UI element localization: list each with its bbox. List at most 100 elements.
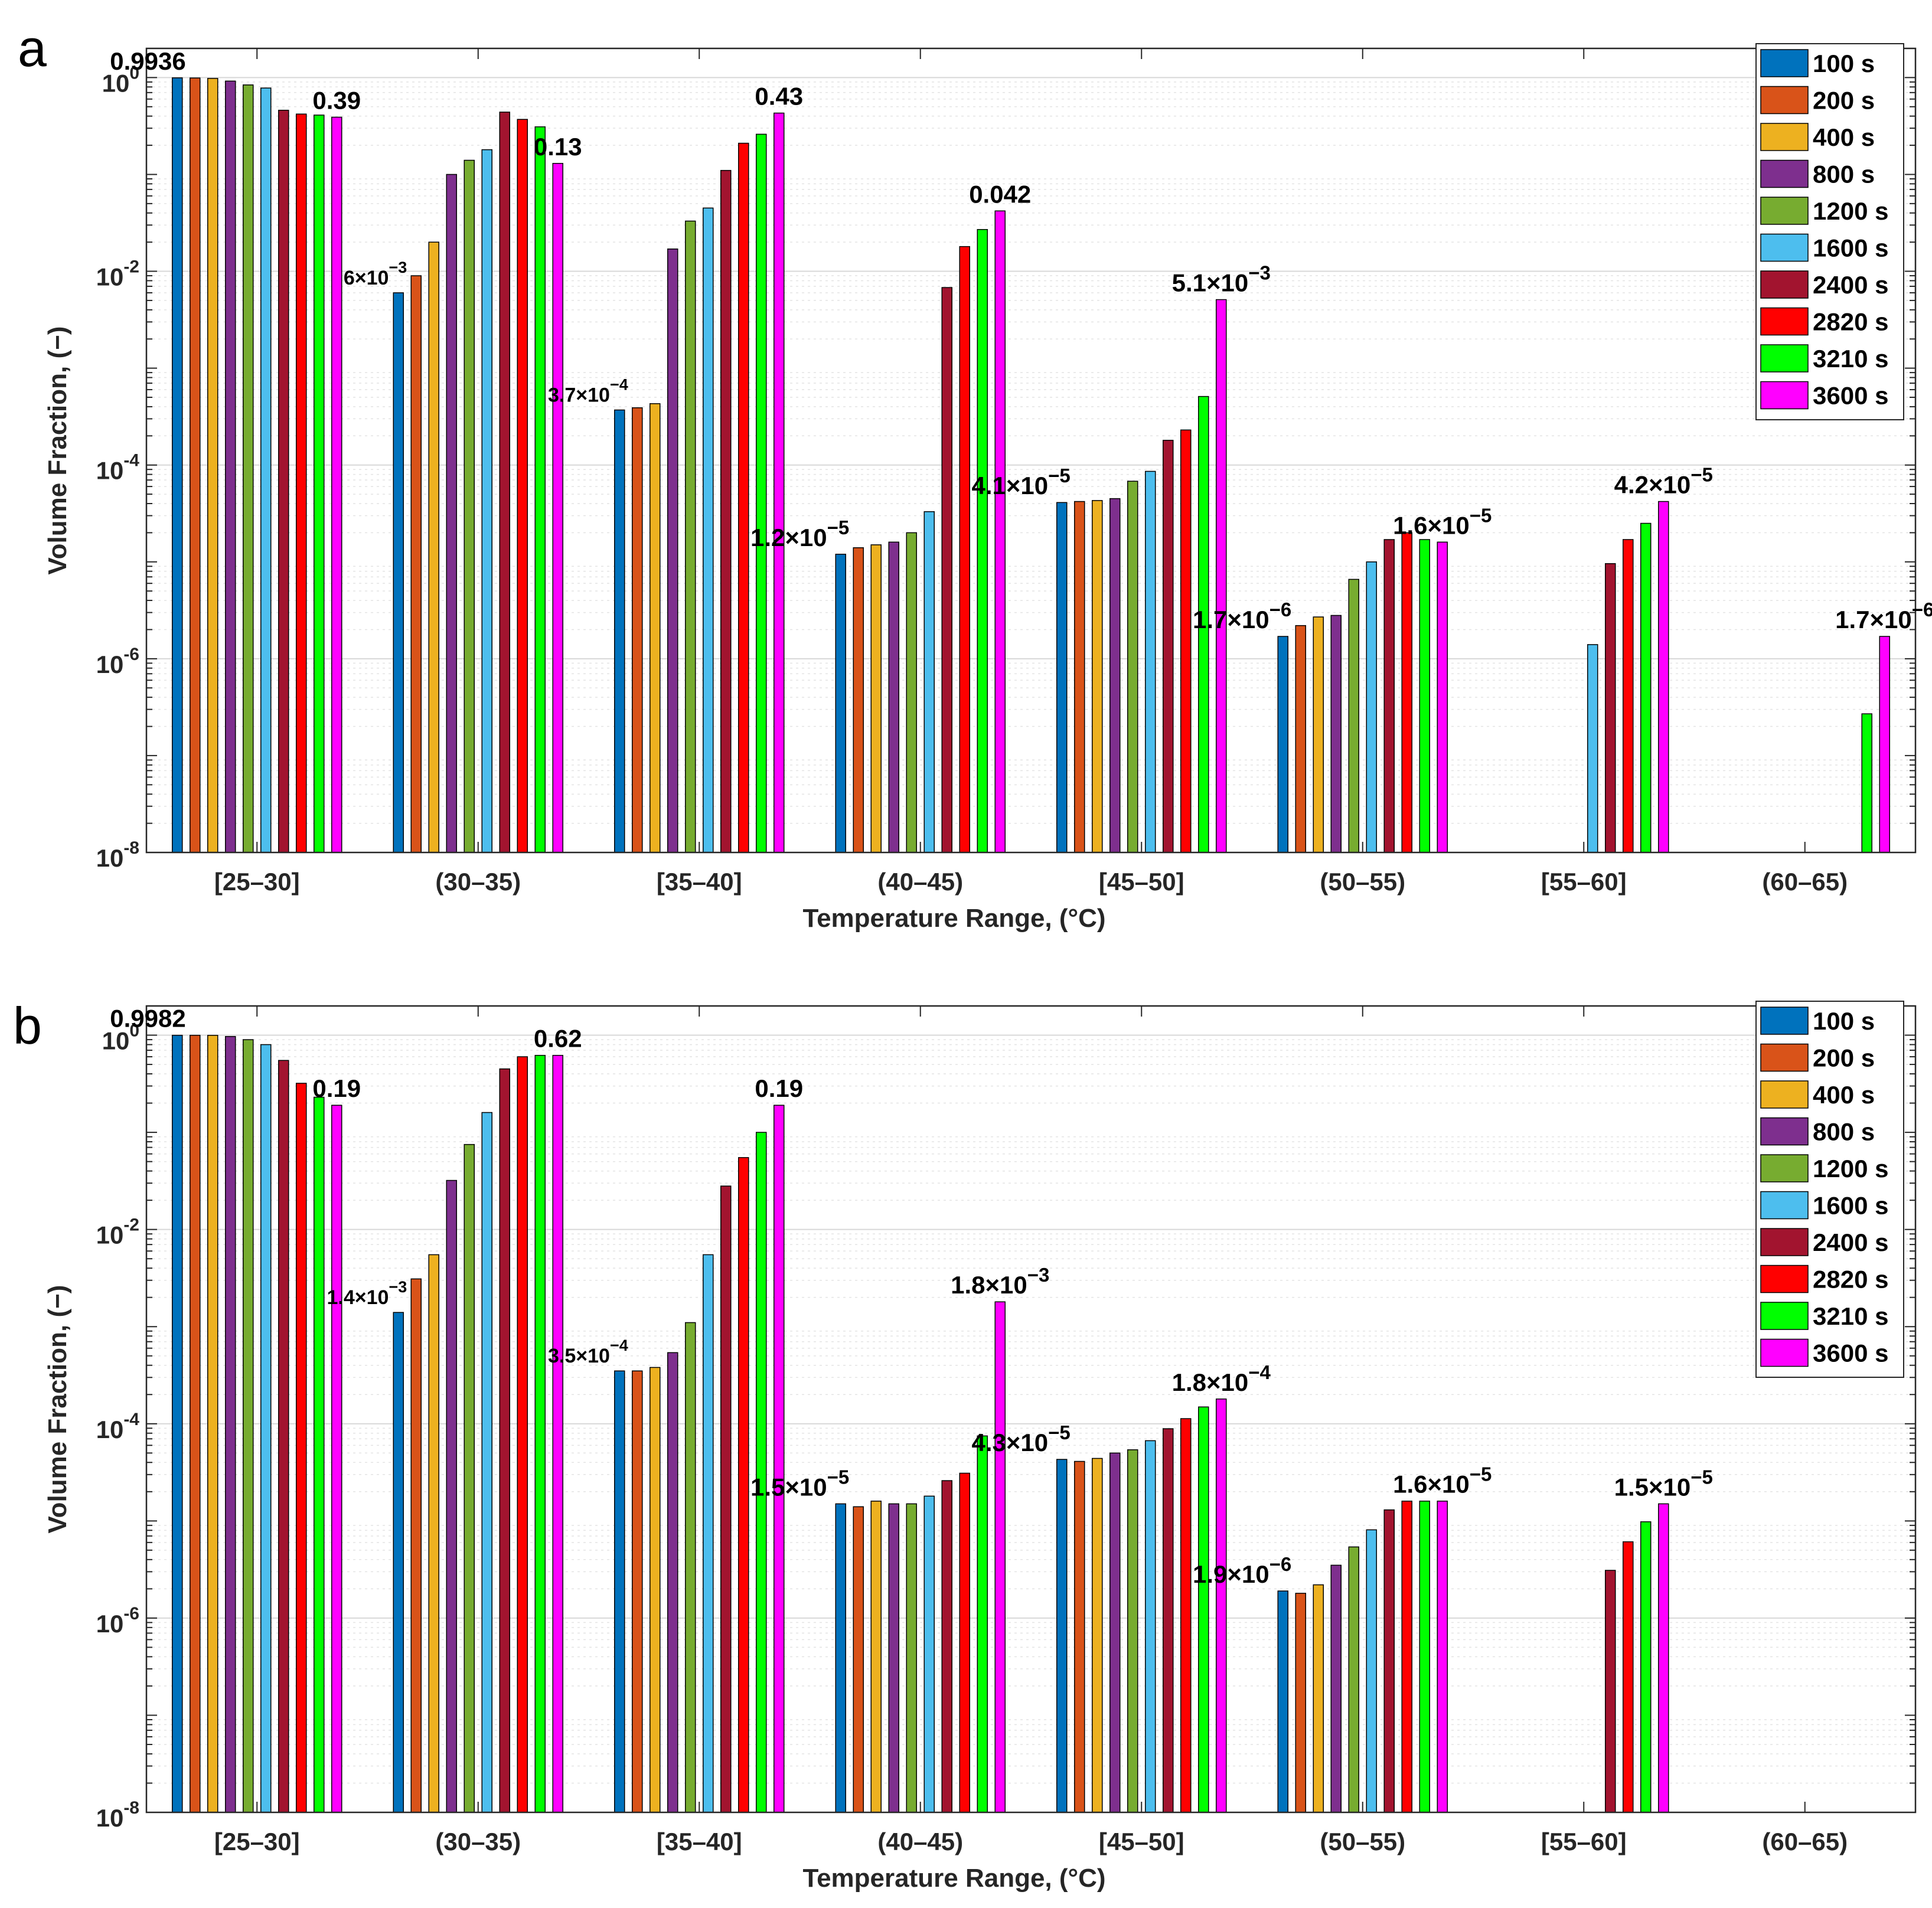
x-tick-label: [25–30] [214, 868, 300, 896]
bar-2400s-6 [1605, 1570, 1616, 1813]
x-tick-label: [35–40] [657, 1828, 742, 1855]
bar-1600s-3 [923, 1495, 935, 1813]
bar-2820s-3 [959, 246, 970, 853]
legend-swatch [1760, 1191, 1809, 1220]
bar-800s-1 [446, 174, 457, 853]
y-axis-label: Volume Fraction, (−) [43, 326, 72, 575]
bar-400s-5 [1313, 1584, 1324, 1813]
bar-200s-1 [410, 1278, 422, 1813]
bar-400s-3 [870, 544, 882, 853]
x-axis-label: Temperature Range, (°C) [802, 904, 1105, 933]
bar-3210s-2 [756, 133, 767, 853]
legend-swatch [1760, 344, 1809, 373]
bar-2400s-1 [499, 1068, 510, 1813]
data-label: 4.1×10−5 [971, 465, 1070, 499]
bar-1600s-4 [1145, 1440, 1156, 1813]
bar-100s-3 [835, 554, 846, 853]
data-label: 0.19 [755, 1074, 803, 1102]
axes-frame [145, 1005, 1917, 1814]
bar-2820s-5 [1401, 532, 1412, 853]
legend-label: 2820 s [1813, 308, 1888, 336]
bar-100s-4 [1056, 502, 1068, 853]
bar-1200s-4 [1127, 481, 1138, 853]
bar-3600s-5 [1437, 1500, 1448, 1813]
y-tick-label: 10-6 [96, 1604, 139, 1638]
bar-400s-0 [207, 1035, 218, 1813]
bar-800s-3 [888, 541, 899, 853]
bar-3600s-6 [1658, 501, 1669, 853]
x-tick-label: (30–35) [435, 1828, 521, 1855]
y-tick-label: 10-2 [96, 1216, 139, 1249]
bar-2820s-2 [738, 142, 749, 853]
panel-b: b 10-8 10-6 10-4 10-2 100 [25–30] (30–35) [35–40… [13, 997, 1917, 1893]
bar-100s-4 [1056, 1459, 1068, 1813]
bar-2400s-3 [941, 1480, 952, 1813]
bar-3210s-0 [314, 1096, 325, 1813]
data-label: 1.8×10−4 [1172, 1361, 1271, 1396]
legend-swatch [1760, 233, 1809, 262]
bar-2400s-5 [1383, 539, 1395, 853]
bar-400s-1 [428, 1254, 439, 1813]
plot-area [146, 1006, 1915, 1812]
bar-1600s-5 [1366, 561, 1377, 853]
x-tick-label: (60–65) [1762, 1828, 1848, 1855]
panel-letter: a [18, 19, 47, 77]
x-tick-label: [25–30] [214, 1828, 300, 1855]
bar-2400s-5 [1383, 1509, 1395, 1813]
data-label: 5.1×10−3 [1172, 262, 1271, 297]
x-tick-label: [55–60] [1541, 1828, 1627, 1855]
bar-2400s-2 [720, 1185, 732, 1813]
bar-3210s-5 [1419, 539, 1430, 853]
bar-2400s-2 [720, 169, 732, 853]
data-label: 0.19 [312, 1074, 361, 1102]
legend-label: 1200 s [1813, 1155, 1888, 1182]
bar-1200s-1 [464, 1144, 475, 1813]
data-label: 1.2×10−5 [750, 517, 849, 551]
data-label: 1.9×10−6 [1193, 1553, 1291, 1588]
bar-400s-1 [428, 241, 439, 853]
bar-3600s-3 [994, 1301, 1006, 1813]
bar-800s-2 [667, 1352, 678, 1813]
bar-2820s-0 [296, 113, 307, 853]
bar-100s-5 [1277, 636, 1288, 853]
bar-1600s-4 [1145, 471, 1156, 853]
bar-2820s-6 [1623, 1541, 1634, 1813]
bar-400s-4 [1092, 500, 1103, 853]
y-tick-label: 100 [102, 1021, 139, 1055]
bar-100s-0 [172, 1034, 183, 1813]
bar-100s-1 [393, 292, 404, 853]
legend-swatch [1760, 1043, 1809, 1072]
bar-800s-1 [446, 1180, 457, 1813]
y-tick-label: 10-6 [96, 645, 139, 678]
bar-3210s-6 [1640, 1521, 1652, 1813]
bar-3210s-3 [977, 1435, 988, 1813]
axes-frame [145, 47, 1917, 854]
bar-800s-2 [667, 248, 678, 853]
bar-100s-1 [393, 1312, 404, 1813]
legend-label: 200 s [1813, 1044, 1875, 1072]
bar-2400s-0 [278, 109, 289, 853]
bar-200s-0 [190, 1034, 201, 1813]
bar-800s-5 [1330, 1564, 1342, 1813]
bar-2820s-0 [296, 1083, 307, 1813]
legend-swatch [1760, 1154, 1809, 1182]
y-tick-marks [146, 1005, 1915, 1813]
legend-label: 400 s [1813, 123, 1875, 151]
bar-3600s-1 [552, 163, 563, 853]
bar-400s-4 [1092, 1458, 1103, 1813]
data-label: 1.5×10−5 [750, 1466, 849, 1501]
x-tick-label: [45–50] [1099, 868, 1184, 896]
legend-label: 800 s [1813, 1118, 1875, 1146]
bar-2400s-3 [941, 287, 952, 853]
y-axis-label: Volume Fraction, (−) [43, 1285, 72, 1534]
bar-2820s-1 [517, 1056, 528, 1813]
x-tick-label: (60–65) [1762, 868, 1848, 896]
bar-200s-3 [853, 1506, 864, 1813]
y-tick-marks [146, 48, 1915, 853]
bar-2820s-4 [1180, 1418, 1192, 1813]
bar-2820s-3 [959, 1472, 970, 1813]
data-label: 3.7×10−4 [548, 375, 628, 406]
x-tick-label: (40–45) [877, 1828, 963, 1855]
x-tick-label: [45–50] [1099, 1828, 1184, 1855]
x-tick-label: [55–60] [1541, 868, 1627, 896]
